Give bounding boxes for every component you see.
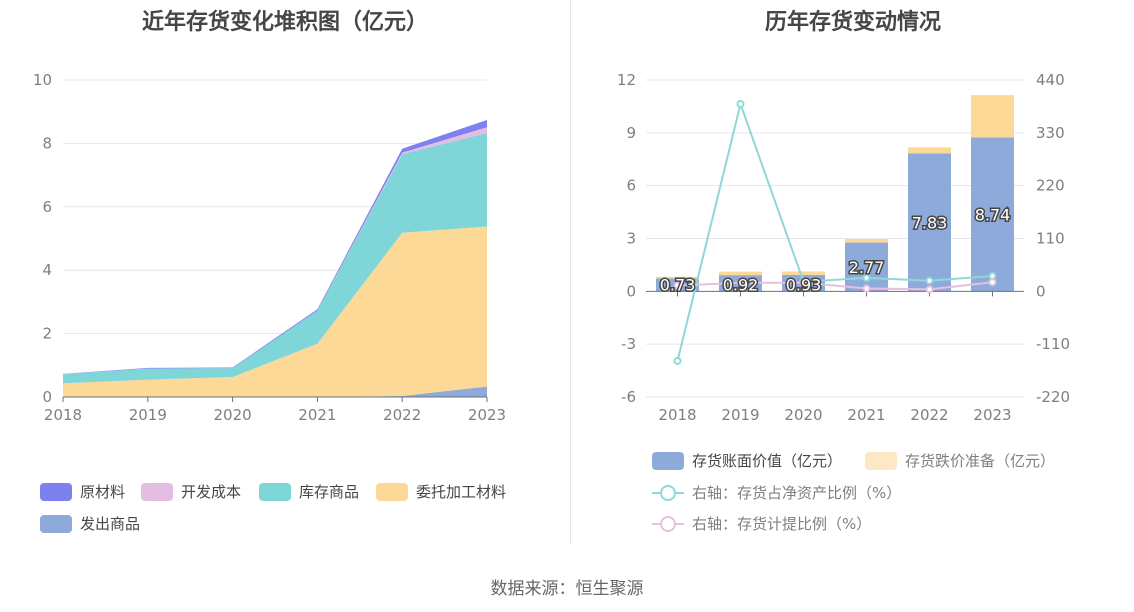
- legend-item-impairment[interactable]: 存货跌价准备（亿元）: [865, 450, 1055, 471]
- bar-impairment: [782, 271, 825, 275]
- legend-item-dev-cost[interactable]: 开发成本: [141, 481, 241, 502]
- legend-item-raw-material[interactable]: 原材料: [40, 481, 125, 502]
- legend-line-swatch: [652, 515, 684, 533]
- line-point: [673, 281, 682, 290]
- line-point: [862, 284, 871, 293]
- bar-impairment: [908, 147, 951, 154]
- bar-value-label: 0.93: [786, 275, 822, 294]
- y-tick-label: 8: [42, 134, 52, 152]
- y-left-tick-label: 9: [626, 124, 636, 142]
- x-tick-label: 2022: [383, 406, 421, 424]
- left-chart-title: 近年存货变化堆积图（亿元）: [141, 10, 428, 35]
- legend-item-stock-goods[interactable]: 库存商品: [259, 481, 359, 502]
- line-provision-ratio: [677, 281, 993, 291]
- legend-label: 发出商品: [80, 515, 141, 533]
- legend-label: 存货跌价准备（亿元）: [905, 452, 1056, 470]
- legend-swatch: [141, 482, 173, 501]
- x-tick-label: 2018: [44, 406, 82, 424]
- x-tick-label: 2023: [468, 406, 506, 424]
- legend-label: 原材料: [80, 483, 126, 501]
- bar-book-value: [908, 153, 951, 292]
- bar-book-value: [971, 137, 1014, 292]
- y-right-tick-label: 0: [1036, 282, 1046, 300]
- y-tick-label: 6: [42, 198, 52, 216]
- bar-value-label: 0.73: [660, 275, 696, 294]
- line-point: [736, 278, 745, 287]
- bar-impairment: [845, 239, 888, 243]
- y-left-tick-label: 6: [626, 177, 636, 195]
- y-tick-label: 2: [42, 325, 52, 343]
- bar-value-label: 7.83: [912, 213, 948, 232]
- line-point: [862, 273, 871, 282]
- data-source: 数据来源：恒生聚源: [490, 579, 644, 599]
- y-right-tick-label: -220: [1036, 388, 1070, 406]
- y-tick-label: 0: [42, 388, 52, 406]
- x-tick-label: 2020: [214, 406, 252, 424]
- line-point: [925, 276, 934, 285]
- y-tick-label: 4: [42, 261, 52, 279]
- legend-swatch: [652, 451, 684, 470]
- bar-value-label: 0.92: [723, 275, 759, 294]
- line-point: [799, 278, 808, 287]
- right-chart-title: 历年存货变动情况: [764, 10, 941, 35]
- area-series-委托加工材料: [63, 226, 487, 397]
- legend-item-consigned-material[interactable]: 委托加工材料: [376, 481, 506, 502]
- legend-swatch: [40, 514, 72, 533]
- x-tick-label: 2019: [721, 406, 759, 424]
- bar-impairment: [656, 276, 699, 279]
- legend-label: 右轴：存货计提比例（%）: [692, 515, 872, 533]
- area-series-库存商品: [63, 132, 487, 384]
- y-right-tick-label: 110: [1036, 230, 1065, 248]
- legend-item-book-value[interactable]: 存货账面价值（亿元）: [652, 450, 842, 471]
- y-left-tick-label: -6: [621, 388, 636, 406]
- bar-book-value: [845, 242, 888, 292]
- y-left-tick-label: -3: [621, 335, 636, 353]
- panel-divider: [570, 0, 571, 545]
- legend-item-shipped-goods[interactable]: 发出商品: [40, 513, 140, 534]
- x-tick-label: 2023: [973, 406, 1011, 424]
- legend-swatch: [376, 482, 408, 501]
- x-tick-label: 2019: [129, 406, 167, 424]
- legend-swatch: [865, 451, 897, 470]
- x-tick-label: 2018: [658, 406, 696, 424]
- line-point: [925, 285, 934, 294]
- y-tick-label: 10: [33, 71, 52, 89]
- y-left-tick-label: 0: [626, 282, 636, 300]
- line-point: [988, 278, 997, 287]
- legend-line-swatch: [652, 484, 684, 502]
- legend-item-provision-ratio[interactable]: 右轴：存货计提比例（%）: [652, 513, 871, 534]
- legend-label: 委托加工材料: [416, 483, 507, 501]
- x-tick-label: 2020: [784, 406, 822, 424]
- y-right-tick-label: 440: [1036, 71, 1065, 89]
- line-net-asset-ratio: [676, 100, 993, 362]
- legend-swatch: [259, 482, 291, 501]
- legend-label: 库存商品: [299, 483, 360, 501]
- y-left-tick-label: 3: [626, 230, 636, 248]
- x-tick-label: 2022: [910, 406, 948, 424]
- bar-value-label: 8.74: [975, 205, 1011, 224]
- area-series-发出商品: [63, 386, 487, 397]
- y-right-tick-label: -110: [1036, 335, 1070, 353]
- line-point: [673, 356, 682, 365]
- legend-label: 存货账面价值（亿元）: [692, 452, 843, 470]
- x-tick-label: 2021: [847, 406, 885, 424]
- line-point: [736, 100, 745, 109]
- legend-label: 开发成本: [181, 483, 242, 501]
- legend-item-net-asset-ratio[interactable]: 右轴：存货占净资产比例（%）: [652, 482, 901, 503]
- legend-label: 右轴：存货占净资产比例（%）: [692, 484, 902, 502]
- y-right-tick-label: 330: [1036, 124, 1065, 142]
- bar-value-label: 2.77: [849, 258, 885, 277]
- y-left-tick-label: 12: [617, 71, 636, 89]
- line-point: [988, 271, 997, 280]
- y-right-tick-label: 220: [1036, 177, 1065, 195]
- bar-impairment: [971, 95, 1014, 138]
- bar-impairment: [719, 271, 762, 276]
- legend-swatch: [40, 482, 72, 501]
- x-tick-label: 2021: [298, 406, 336, 424]
